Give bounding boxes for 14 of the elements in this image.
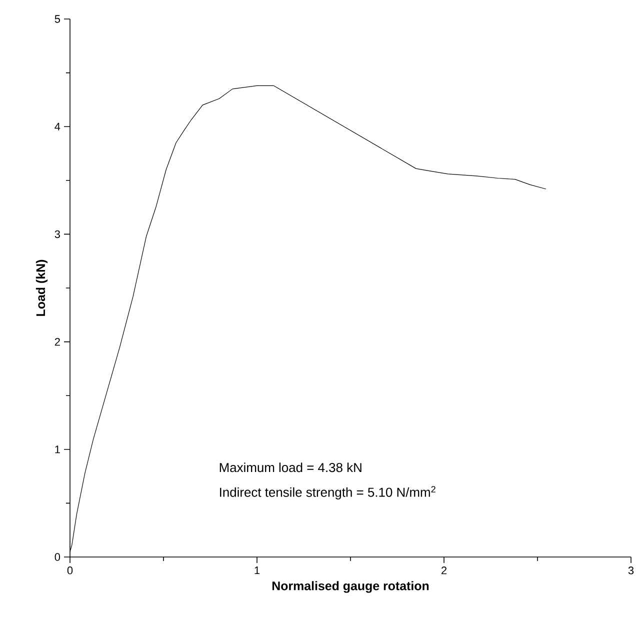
y-tick-label: 0: [54, 553, 60, 561]
y-tick-label: 3: [54, 230, 60, 238]
annotation: Maximum load = 4.38 kN: [220, 462, 362, 472]
annotation: Indirect tensile strength = 5.10 N/mm$^{2}$: [220, 486, 436, 500]
x-tick-label: 1: [254, 566, 260, 574]
y-tick-label: 5: [54, 15, 60, 23]
y-tick-label: 4: [54, 122, 60, 130]
x-tick-label: 0: [67, 566, 73, 574]
y-axis-title: Load (kN): [36, 260, 48, 316]
x-tick-label: 2: [442, 566, 446, 574]
y-tick-label: 2: [54, 338, 60, 346]
y-tick-label: 1: [55, 446, 60, 454]
x-axis-title: Normalised gauge rotation: [272, 581, 429, 593]
x-tick-label: 3: [628, 566, 634, 574]
